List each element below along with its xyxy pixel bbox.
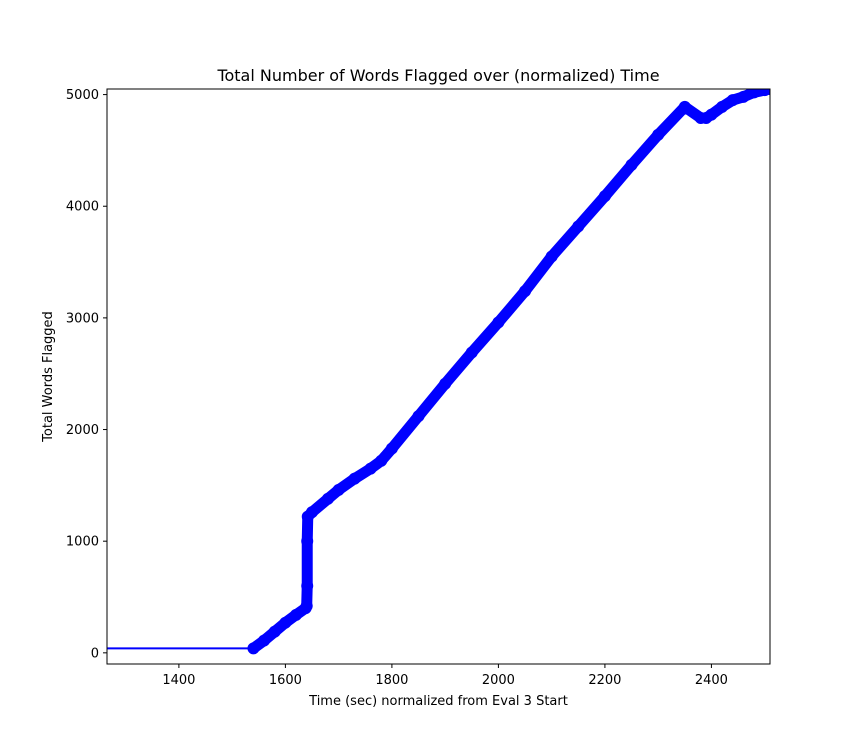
data-point [290, 608, 303, 621]
data-point [301, 579, 314, 592]
data-point [332, 483, 345, 496]
y-tick-label: 1000 [66, 535, 99, 550]
data-point [764, 89, 770, 95]
y-tick-label: 4000 [66, 200, 99, 215]
y-tick-label: 0 [91, 646, 99, 661]
plot-area-frame [106, 88, 771, 665]
data-point [726, 94, 739, 107]
data-point [652, 128, 665, 141]
y-axis-label: Total Words Flagged [41, 311, 56, 443]
data-point [279, 616, 292, 629]
data-point [598, 190, 611, 203]
chart-marks [107, 89, 770, 655]
chart-title: Total Number of Words Flagged over (norm… [216, 66, 659, 85]
y-tick-label: 3000 [66, 311, 99, 326]
data-point [348, 472, 361, 485]
x-tick-label: 1800 [375, 673, 408, 688]
data-point [385, 442, 398, 455]
x-tick-label: 1400 [162, 673, 195, 688]
data-point [439, 377, 452, 390]
x-tick-label: 2000 [482, 673, 515, 688]
data-point [375, 454, 388, 467]
y-tick-label: 2000 [66, 423, 99, 438]
data-point [678, 100, 691, 113]
data-point [301, 535, 314, 548]
data-point [519, 285, 532, 298]
data-point [737, 90, 750, 103]
data-point [247, 642, 260, 655]
x-axis-label: Time (sec) normalized from Eval 3 Start [308, 694, 568, 709]
x-tick-label: 1600 [269, 673, 302, 688]
data-point [306, 506, 319, 519]
data-point [412, 410, 425, 423]
data-point [258, 634, 271, 647]
data-point [268, 625, 281, 638]
data-point [716, 100, 729, 113]
y-tick-label: 5000 [66, 88, 99, 103]
data-point [364, 462, 377, 475]
data-point [465, 346, 478, 359]
data-point [492, 316, 505, 329]
axis-ticks: 1400 1600 1800 2000 2200 2400 0 1000 2000 3000 400… [66, 88, 728, 688]
data-point [572, 220, 585, 233]
data-point [300, 599, 313, 612]
x-tick-label: 2200 [588, 673, 621, 688]
data-point [625, 158, 638, 171]
data-point [705, 108, 718, 121]
data-point [322, 492, 334, 505]
data-point [545, 250, 558, 263]
x-tick-label: 2400 [695, 673, 728, 688]
